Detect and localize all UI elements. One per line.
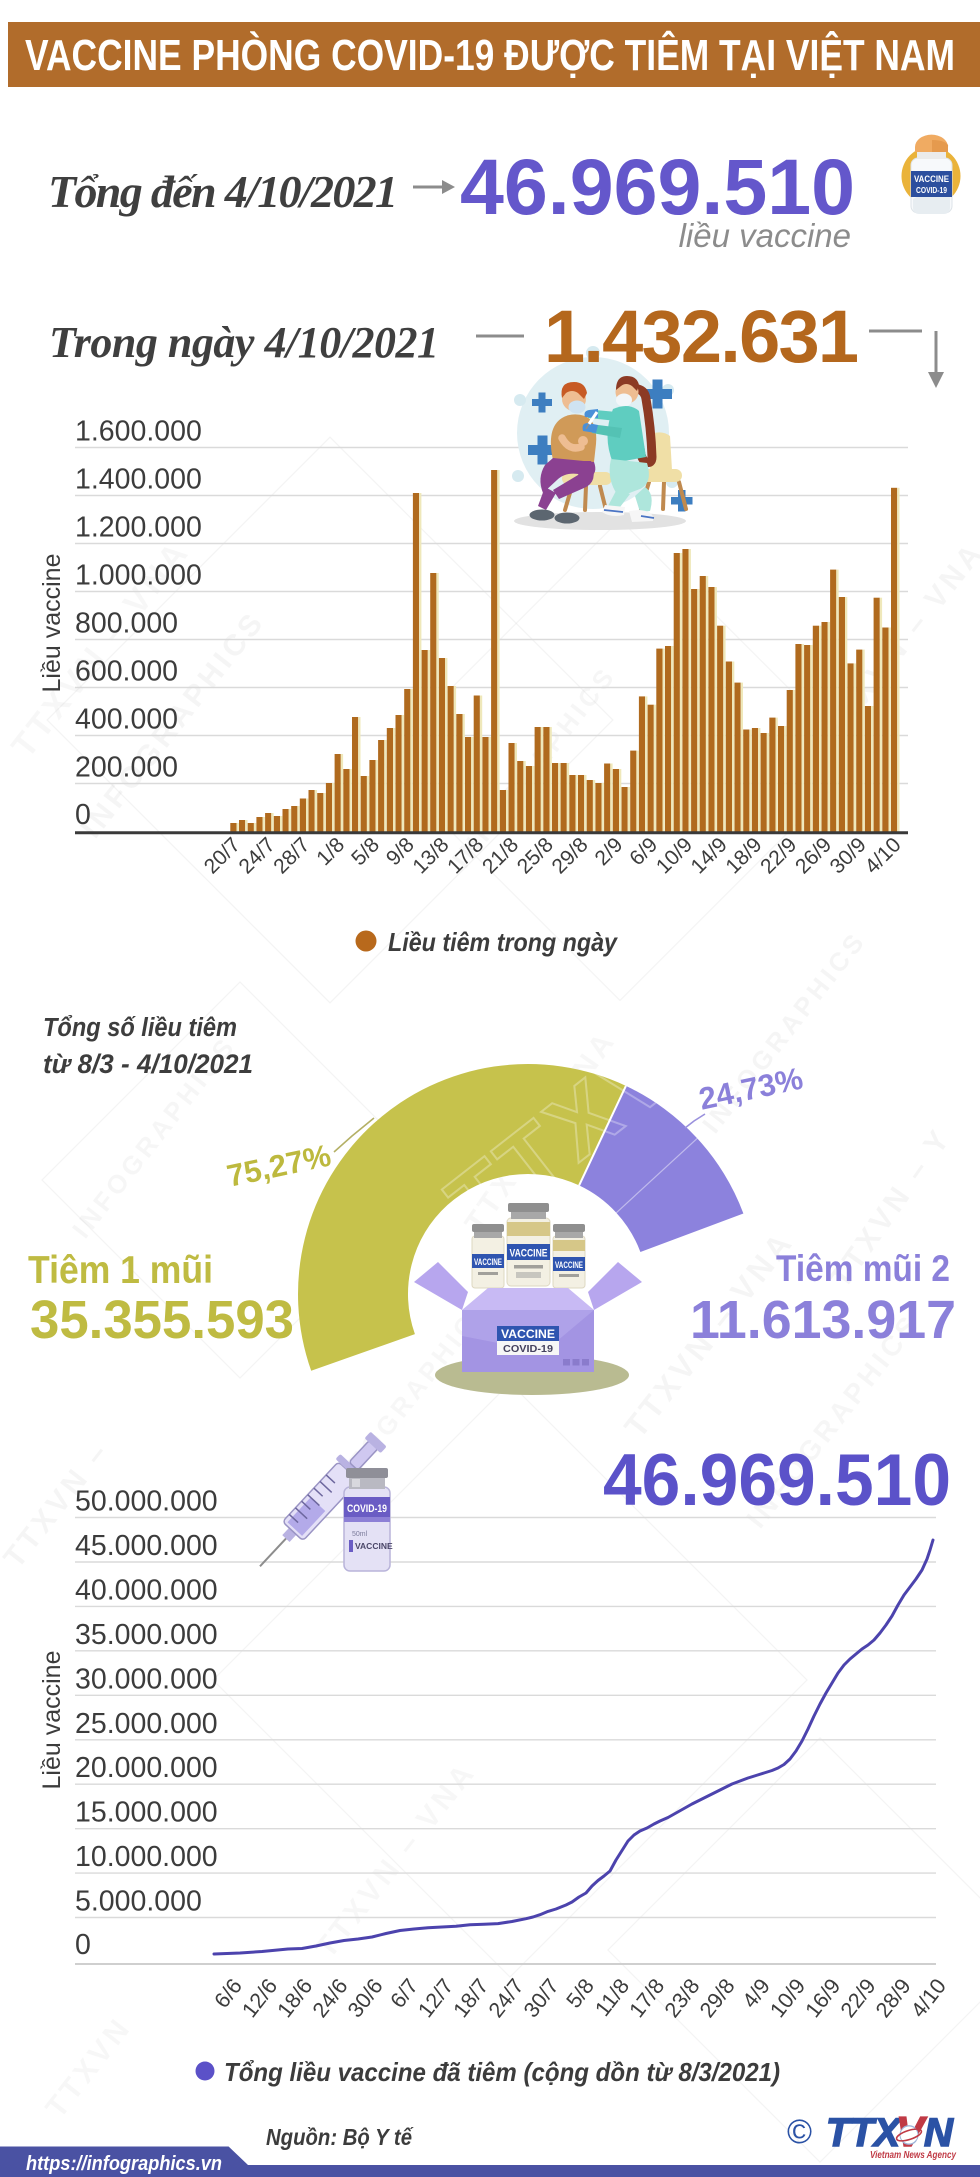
svg-text:VACCINE: VACCINE [555, 1260, 583, 1270]
svg-text:20.000.000: 20.000.000 [75, 1752, 218, 1784]
svg-text:35.000.000: 35.000.000 [75, 1619, 218, 1651]
svg-text:VACCINE: VACCINE [914, 174, 949, 184]
svg-text:1.600.000: 1.600.000 [75, 416, 202, 448]
svg-text:400.000: 400.000 [75, 704, 178, 736]
svg-text:1.000.000: 1.000.000 [75, 560, 202, 592]
svg-text:800.000: 800.000 [75, 608, 178, 640]
svg-text:0: 0 [75, 1929, 91, 1961]
svg-text:N: N [924, 2111, 954, 2155]
svg-text:Tổng liều vaccine đã tiêm (cộn: Tổng liều vaccine đã tiêm (cộng dồn từ 8… [224, 2057, 780, 2087]
svg-text:46.969.510: 46.969.510 [460, 142, 855, 231]
svg-text:Liều tiêm trong ngày: Liều tiêm trong ngày [388, 927, 618, 957]
svg-text:45.000.000: 45.000.000 [75, 1530, 218, 1562]
svg-text:từ 8/3 - 4/10/2021: từ 8/3 - 4/10/2021 [43, 1049, 253, 1079]
svg-text:50.000.000: 50.000.000 [75, 1486, 218, 1518]
svg-text:46.969.510: 46.969.510 [603, 1440, 951, 1521]
svg-text:1.432.631: 1.432.631 [544, 295, 859, 378]
svg-text:VACCINE: VACCINE [501, 1329, 555, 1341]
svg-text:1.400.000: 1.400.000 [75, 464, 202, 496]
svg-text:50ml: 50ml [352, 1531, 368, 1538]
svg-text:40.000.000: 40.000.000 [75, 1574, 218, 1606]
svg-text:Liều vaccine: Liều vaccine [38, 1651, 66, 1790]
svg-text:liều vaccine: liều vaccine [679, 217, 851, 254]
svg-text:Tiêm 1 mũi: Tiêm 1 mũi [28, 1249, 213, 1292]
svg-text:10.000.000: 10.000.000 [75, 1841, 218, 1873]
svg-text:TTX: TTX [826, 2111, 902, 2155]
svg-text:©: © [787, 2113, 812, 2151]
svg-text:15.000.000: 15.000.000 [75, 1797, 218, 1829]
svg-text:Tổng số liều tiêm: Tổng số liều tiêm [43, 1014, 237, 1042]
svg-text:Liều vaccine: Liều vaccine [38, 554, 66, 693]
svg-text:COVID-19: COVID-19 [916, 186, 947, 195]
svg-text:Tiêm mũi 2: Tiêm mũi 2 [776, 1248, 950, 1289]
svg-text:0: 0 [75, 799, 91, 831]
svg-text:https://infographics.vn: https://infographics.vn [26, 2153, 222, 2175]
svg-text:VACCINE: VACCINE [355, 1541, 393, 1551]
svg-text:30.000.000: 30.000.000 [75, 1663, 218, 1695]
svg-text:35.355.593: 35.355.593 [30, 1290, 294, 1350]
svg-text:Tổng đến 4/10/2021: Tổng đến 4/10/2021 [48, 166, 398, 217]
svg-text:200.000: 200.000 [75, 752, 178, 784]
svg-text:Nguồn: Bộ Y tế: Nguồn: Bộ Y tế [266, 2124, 414, 2150]
svg-text:COVID-19: COVID-19 [503, 1343, 553, 1355]
svg-text:5.000.000: 5.000.000 [75, 1886, 202, 1918]
svg-text:Vietnam News Agency: Vietnam News Agency [870, 2149, 957, 2161]
svg-text:VACCINE: VACCINE [510, 1248, 548, 1260]
svg-text:VACCINE PHÒNG COVID-19 ĐƯỢC TI: VACCINE PHÒNG COVID-19 ĐƯỢC TIÊM TẠI VIỆ… [25, 30, 955, 80]
svg-text:600.000: 600.000 [75, 656, 178, 688]
svg-text:25.000.000: 25.000.000 [75, 1708, 218, 1740]
svg-text:Trong ngày 4/10/2021: Trong ngày 4/10/2021 [49, 318, 439, 367]
svg-text:1.200.000: 1.200.000 [75, 512, 202, 544]
svg-text:COVID-19: COVID-19 [347, 1503, 387, 1515]
svg-text:11.613.917: 11.613.917 [690, 1290, 956, 1350]
svg-text:VACCINE: VACCINE [474, 1257, 502, 1267]
